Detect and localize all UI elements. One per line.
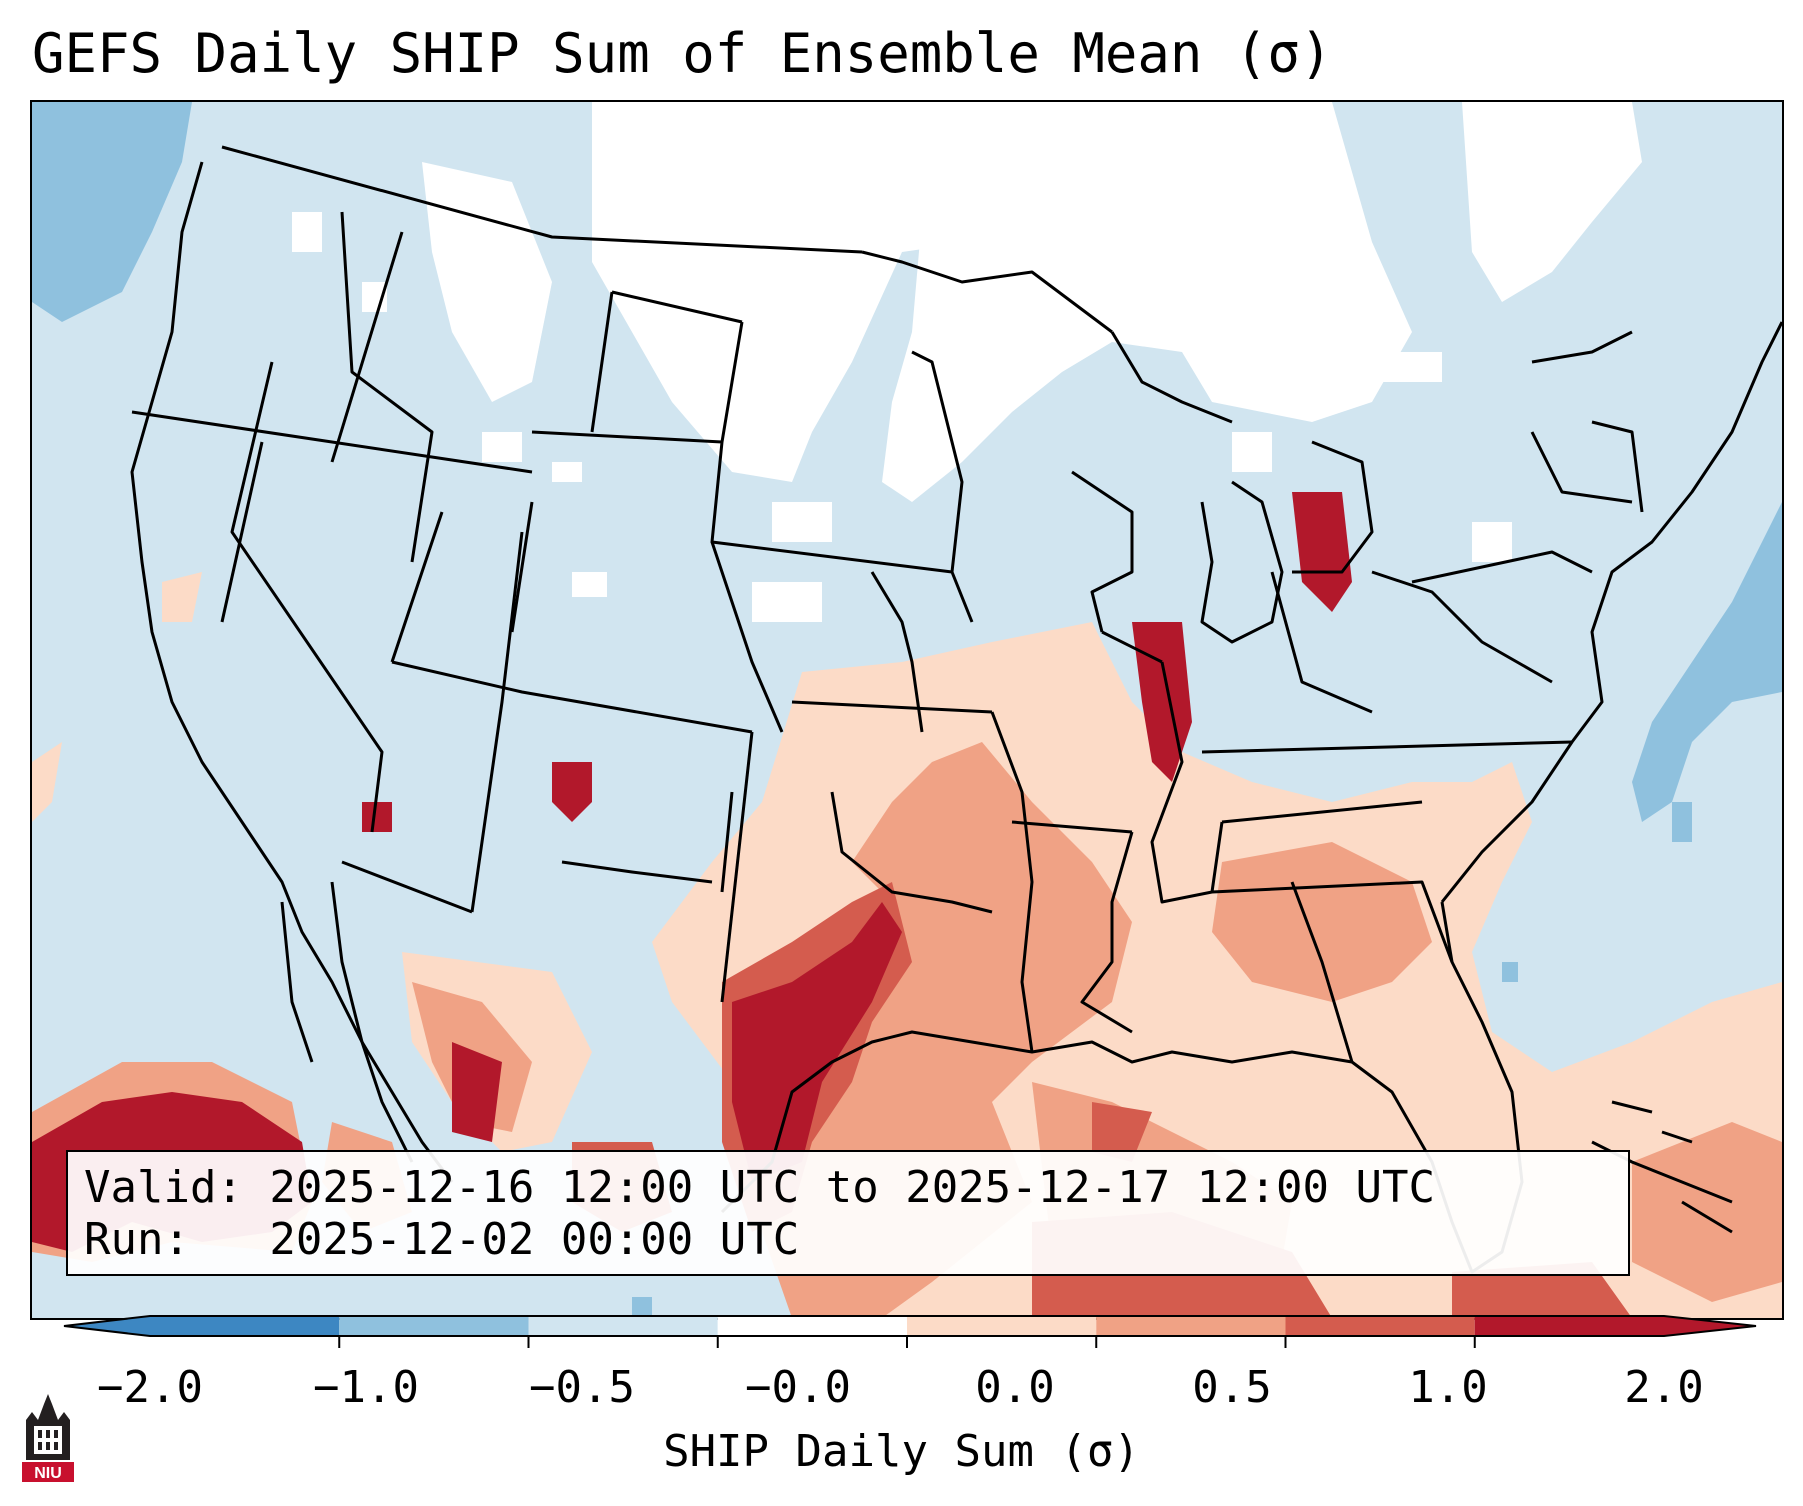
colorbar-bin xyxy=(1096,1316,1286,1336)
colorbar-extend-min xyxy=(64,1316,150,1336)
colorbar-tick-3: −0.0 xyxy=(745,1362,851,1413)
map-title: GEFS Daily SHIP Sum of Ensemble Mean (σ) xyxy=(32,22,1333,85)
colorbar-bin xyxy=(717,1316,907,1336)
niu-logo: NIU xyxy=(22,1394,74,1482)
colorbar-bin xyxy=(528,1316,718,1336)
colorbar-tick-6: 1.0 xyxy=(1408,1362,1488,1413)
run-time-text: Run: 2025-12-02 00:00 UTC xyxy=(84,1214,800,1265)
colorbar-extend-max xyxy=(1664,1316,1756,1336)
colorbar-tick-2: −0.5 xyxy=(529,1362,635,1413)
valid-time-text: Valid: 2025-12-16 12:00 UTC to 2025-12-1… xyxy=(84,1162,1436,1213)
logo-text: NIU xyxy=(34,1465,62,1482)
colorbar xyxy=(63,1315,1757,1348)
map-panel xyxy=(30,100,1784,1320)
validity-info-box: Valid: 2025-12-16 12:00 UTC to 2025-12-1… xyxy=(66,1150,1630,1276)
ship-field-map xyxy=(32,102,1782,1318)
colorbar-tick-0: −2.0 xyxy=(97,1362,203,1413)
colorbar-tick-5: 0.5 xyxy=(1192,1362,1272,1413)
colorbar-bin xyxy=(1285,1316,1475,1336)
colorbar-bin xyxy=(1474,1316,1664,1336)
colorbar-outline xyxy=(63,1315,1757,1337)
colorbar-label: SHIP Daily Sum (σ) xyxy=(663,1426,1140,1477)
white-regions xyxy=(292,102,1642,622)
colorbar-bin xyxy=(339,1316,529,1336)
colorbar-tick-1: −1.0 xyxy=(313,1362,419,1413)
colorbar-bin xyxy=(150,1316,340,1336)
colorbar-tick-4: 0.0 xyxy=(975,1362,1055,1413)
boundary-lines xyxy=(130,145,1782,1274)
colorbar-bin xyxy=(907,1316,1097,1336)
colorbar-tick-7: 2.0 xyxy=(1624,1362,1704,1413)
